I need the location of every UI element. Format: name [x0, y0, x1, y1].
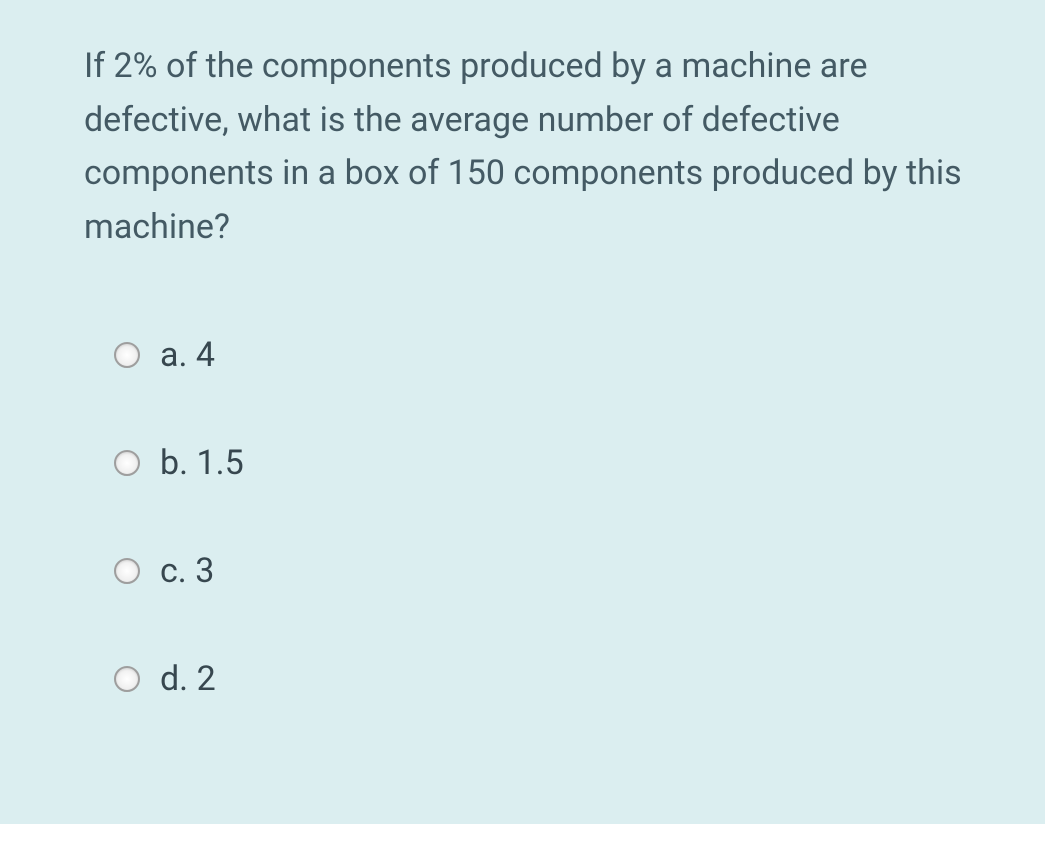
- answer-label-a: a. 4: [160, 335, 215, 375]
- answer-label-b: b. 1.5: [160, 443, 244, 483]
- answer-option-c[interactable]: c. 3: [114, 551, 975, 591]
- radio-button-a[interactable]: [114, 342, 140, 368]
- answer-label-c: c. 3: [160, 551, 214, 591]
- radio-button-c[interactable]: [114, 558, 140, 584]
- answers-list: a. 4 b. 1.5 c. 3 d. 2: [114, 335, 975, 699]
- answer-option-b[interactable]: b. 1.5: [114, 443, 975, 483]
- answer-option-a[interactable]: a. 4: [114, 335, 975, 375]
- radio-button-d[interactable]: [114, 666, 140, 692]
- quiz-container: If 2% of the components produced by a ma…: [0, 0, 1045, 824]
- question-text: If 2% of the components produced by a ma…: [84, 40, 975, 255]
- answer-label-d: d. 2: [160, 659, 216, 699]
- answer-option-d[interactable]: d. 2: [114, 659, 975, 699]
- radio-button-b[interactable]: [114, 450, 140, 476]
